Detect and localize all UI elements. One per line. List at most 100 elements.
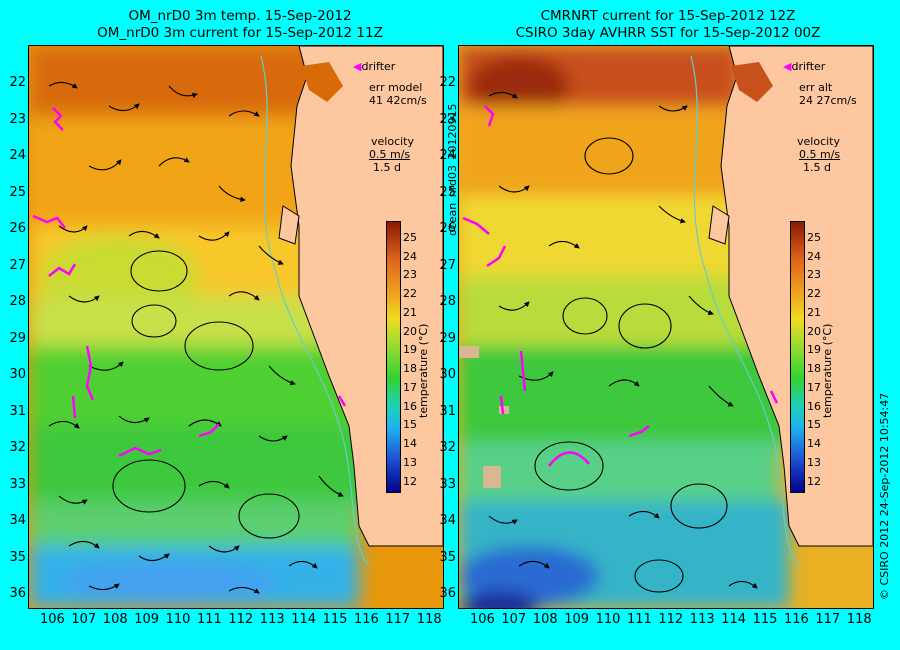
left-panel-title: OM_nrD0 3m temp. 15-Sep-2012 OM_nrD0 3m …	[40, 8, 440, 42]
colorbar-tick-label: 23	[807, 268, 821, 282]
right-err-label: err alt	[799, 81, 833, 94]
lon-tick-label: 107	[71, 612, 97, 627]
lat-tick-label: 24	[439, 148, 456, 163]
lat-tick-label: 26	[9, 221, 26, 236]
right-colorbar-label: temperature (°C)	[821, 323, 834, 418]
lat-tick-label: 29	[9, 330, 26, 346]
colorbar-tick-label: 18	[807, 362, 821, 376]
credit-text: © CSIRO 2012 24-Sep-2012 10:54:47	[878, 392, 891, 600]
colorbar-tick-label: 12	[807, 474, 821, 488]
left-land	[260, 46, 443, 567]
lon-tick-label: 111	[627, 612, 652, 627]
run-id-text: ocean_nrd03_20120915	[446, 103, 459, 236]
colorbar-tick-label: 13	[807, 455, 821, 469]
lon-tick-label: 109	[564, 612, 590, 627]
right-colorbar	[790, 221, 805, 493]
lon-tick-label: 118	[846, 612, 872, 627]
right-drifter-tracks	[462, 105, 779, 467]
lat-tick-label: 33	[9, 476, 26, 492]
lat-tick-label: 24	[9, 148, 26, 163]
colorbar-tick-label: 16	[807, 399, 821, 413]
right-drifter-legend: ◀drifter	[783, 60, 857, 73]
lon-tick-label: 116	[354, 612, 379, 627]
colorbar-tick-label: 20	[403, 324, 417, 338]
left-lat-ticks: 22 23 24 25 26 27 28 29 30 31 32 33 34 35 36	[2, 45, 28, 607]
left-drifter-legend: ◀drifter	[353, 60, 427, 73]
lat-tick-label: 32	[439, 440, 456, 455]
left-map-panel[interactable]: ◀drifter err model 41 42cm/s velocity 0.…	[28, 45, 444, 609]
lon-tick-label: 115	[322, 612, 348, 627]
lon-tick-label: 108	[532, 612, 558, 627]
lon-tick-label: 109	[134, 612, 160, 627]
left-title-line2: OM_nrD0 3m current for 15-Sep-2012 11Z	[97, 25, 383, 41]
right-legend: ◀drifter err alt 24 27cm/s velocity 0.5 …	[783, 60, 857, 174]
left-err-value: 41 42cm/s	[369, 94, 427, 107]
lon-tick-label: 106	[40, 612, 65, 627]
lon-tick-label: 115	[752, 612, 778, 627]
left-velocity-scale: 0.5 m/s	[369, 148, 411, 161]
colorbar-tick-label: 19	[403, 343, 417, 357]
lat-tick-label: 33	[439, 476, 456, 492]
left-colorbar-label: temperature (°C)	[417, 323, 430, 418]
colorbar-tick-label: 23	[403, 268, 417, 282]
colorbar-tick-label: 24	[807, 249, 821, 263]
lat-tick-label: 30	[9, 367, 26, 382]
left-current-vectors	[48, 81, 344, 594]
lat-tick-label: 36	[9, 586, 26, 601]
right-map-panel[interactable]: ◀drifter err alt 24 27cm/s velocity 0.5 …	[458, 45, 874, 609]
right-lat-ticks: 22 23 24 25 26 27 28 29 30 31 32 33 34 35 36	[432, 45, 458, 607]
right-velocity-label: velocity	[797, 135, 840, 148]
colorbar-tick-label: 18	[403, 362, 417, 376]
left-title-line1: OM_nrD0 3m temp. 15-Sep-2012	[128, 8, 352, 24]
colorbar-tick-label: 13	[403, 455, 417, 469]
right-title-line2: CSIRO 3day AVHRR SST for 15-Sep-2012 00Z	[515, 25, 821, 41]
left-velocity-time: 1.5 d	[373, 161, 401, 174]
lat-tick-label: 22	[439, 75, 456, 90]
right-velocity-time: 1.5 d	[803, 161, 831, 174]
left-err-label: err model	[369, 81, 423, 94]
lat-tick-label: 28	[439, 294, 456, 309]
colorbar-tick-label: 14	[403, 437, 417, 451]
lat-tick-label: 25	[439, 184, 456, 200]
left-colorbar	[386, 221, 401, 493]
colorbar-tick-label: 19	[807, 343, 821, 357]
lat-tick-label: 30	[439, 367, 456, 382]
left-legend: ◀drifter err model 41 42cm/s velocity 0.…	[353, 60, 427, 174]
lon-tick-label: 117	[385, 612, 411, 627]
lat-tick-label: 23	[9, 111, 26, 127]
lon-tick-label: 108	[102, 612, 128, 627]
lon-tick-label: 111	[197, 612, 222, 627]
right-current-vectors	[488, 91, 758, 593]
right-colorbar-ticks: 12 13 14 15 16 17 18 19 20 21 22 23 24 25	[807, 221, 837, 493]
lon-tick-label: 113	[259, 612, 285, 627]
lon-tick-label: 106	[470, 612, 495, 627]
lon-tick-label: 114	[291, 612, 317, 627]
lat-tick-label: 35	[9, 549, 26, 565]
drifter-marker-icon: ◀	[783, 60, 792, 73]
lon-tick-label: 110	[165, 612, 191, 627]
colorbar-tick-label: 24	[403, 249, 417, 263]
lon-tick-label: 113	[689, 612, 715, 627]
lat-tick-label: 29	[439, 330, 456, 346]
colorbar-tick-label: 22	[403, 287, 417, 301]
lon-tick-label: 110	[595, 612, 621, 627]
left-coast-contour	[260, 55, 370, 567]
lon-tick-label: 117	[815, 612, 841, 627]
right-lon-ticks: 106 107 108 109 110 111 112 113 114 115 116 117 118	[458, 612, 874, 632]
lat-tick-label: 31	[9, 403, 26, 419]
lat-tick-label: 36	[439, 586, 456, 601]
lat-tick-label: 22	[9, 75, 26, 90]
right-panel-title: CMRNRT current for 15-Sep-2012 12Z CSIRO…	[468, 8, 868, 42]
lat-tick-label: 27	[439, 257, 456, 273]
colorbar-tick-label: 15	[807, 418, 821, 432]
colorbar-tick-label: 17	[403, 380, 417, 394]
lat-tick-label: 26	[439, 221, 456, 236]
lat-tick-label: 27	[9, 257, 26, 273]
lat-tick-label: 23	[439, 111, 456, 127]
colorbar-tick-label: 21	[403, 305, 417, 319]
left-drifter-tracks	[32, 107, 347, 458]
colorbar-tick-label: 25	[807, 230, 821, 244]
lat-tick-label: 25	[9, 184, 26, 200]
colorbar-tick-label: 12	[403, 474, 417, 488]
drifter-marker-icon: ◀	[353, 60, 362, 73]
